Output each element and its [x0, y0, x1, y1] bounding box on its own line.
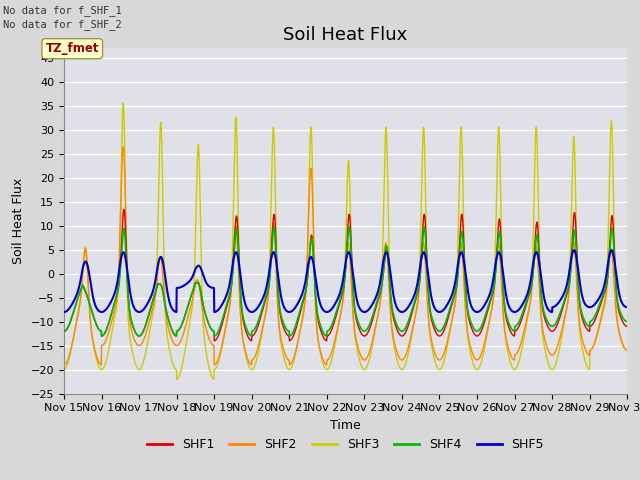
Legend: SHF1, SHF2, SHF3, SHF4, SHF5: SHF1, SHF2, SHF3, SHF4, SHF5 [142, 433, 549, 456]
SHF2 [374, 311, 382, 316]
SHF2 [509, 357, 517, 362]
SHF4 [574, 277, 582, 283]
Line: SHF5: SHF5 [64, 250, 627, 312]
SHF1 [375, 296, 383, 301]
SHF1 [589, 320, 597, 326]
Line: SHF4: SHF4 [64, 227, 627, 336]
SHF2 [218, 346, 225, 351]
Title: Soil Heat Flux: Soil Heat Flux [284, 25, 408, 44]
SHF2 [623, 348, 631, 353]
SHF5 [374, 288, 382, 294]
SHF4 [374, 295, 382, 300]
SHF1 [211, 338, 218, 344]
SHF5 [589, 303, 597, 309]
SHF2 [120, 144, 127, 150]
SHF4 [218, 320, 225, 326]
SHF4 [623, 319, 631, 324]
SHF2 [589, 344, 597, 349]
SHF2 [60, 362, 68, 368]
SHF3 [173, 376, 180, 382]
SHF5 [217, 303, 225, 309]
SHF4 [510, 328, 518, 334]
SHF3 [375, 309, 383, 315]
SHF3 [510, 366, 518, 372]
SHF1 [362, 332, 370, 338]
SHF1 [218, 323, 225, 329]
SHF4 [60, 328, 68, 334]
SHF3 [574, 297, 582, 302]
SHF5 [362, 309, 370, 314]
Text: No data for f_SHF_1
No data for f_SHF_2: No data for f_SHF_1 No data for f_SHF_2 [3, 5, 122, 30]
SHF3 [623, 348, 631, 353]
SHF1 [623, 324, 631, 329]
Line: SHF2: SHF2 [64, 147, 627, 365]
SHF5 [60, 309, 68, 315]
SHF3 [60, 367, 68, 372]
SHF1 [510, 333, 518, 339]
SHF2 [362, 356, 370, 362]
SHF4 [420, 224, 428, 230]
SHF4 [589, 315, 597, 321]
Y-axis label: Soil Heat Flux: Soil Heat Flux [12, 178, 25, 264]
SHF3 [589, 342, 597, 348]
SHF1 [574, 273, 582, 279]
SHF1 [120, 206, 128, 212]
SHF4 [362, 327, 370, 333]
SHF4 [98, 333, 106, 339]
SHF3 [362, 365, 370, 371]
SHF2 [574, 298, 582, 303]
SHF3 [218, 346, 225, 351]
SHF5 [623, 304, 631, 310]
SHF3 [120, 100, 127, 106]
SHF5 [608, 247, 616, 253]
SHF5 [573, 261, 581, 267]
SHF1 [60, 328, 68, 334]
Line: SHF3: SHF3 [64, 103, 627, 379]
X-axis label: Time: Time [330, 419, 361, 432]
SHF5 [509, 309, 517, 314]
Line: SHF1: SHF1 [64, 209, 627, 341]
Text: TZ_fmet: TZ_fmet [45, 42, 99, 55]
